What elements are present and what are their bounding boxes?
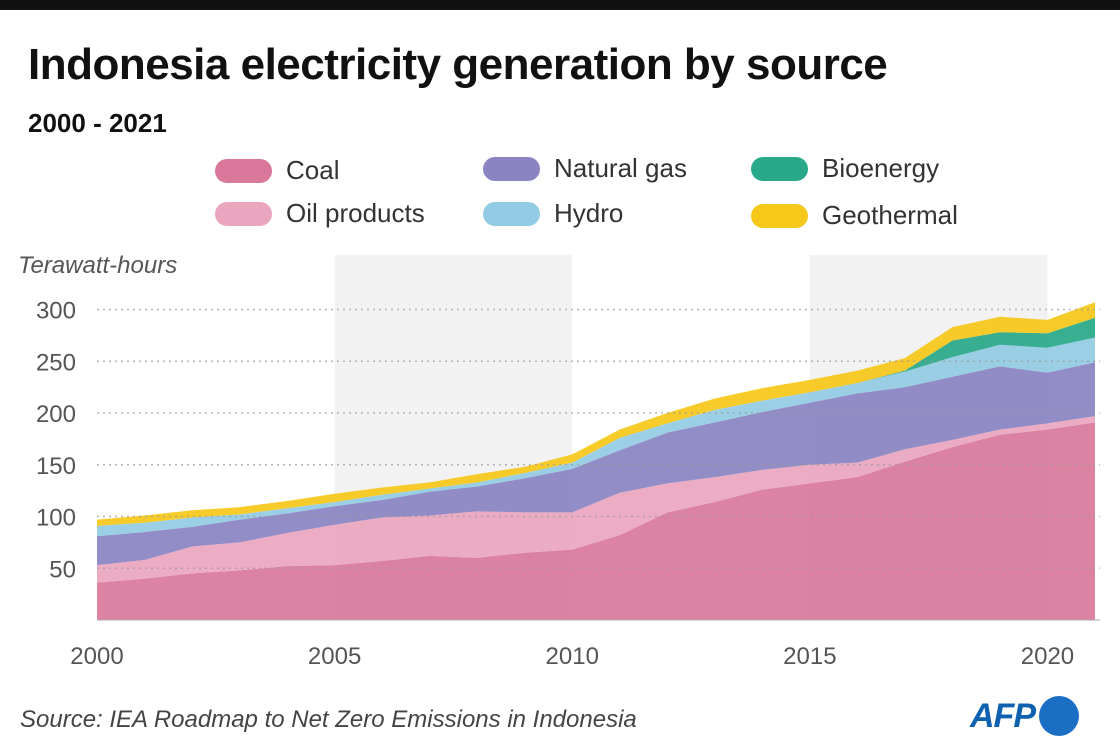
logo-circle-icon xyxy=(1039,696,1079,736)
area-oil-products xyxy=(97,416,1095,583)
legend-swatch xyxy=(215,158,272,183)
legend-item-hydro: Hydro xyxy=(483,198,623,229)
legend-item-oil-products: Oil products xyxy=(215,198,425,229)
y-tick-label: 300 xyxy=(36,298,76,325)
y-tick-label: 150 xyxy=(36,453,76,480)
legend-swatch xyxy=(751,203,808,228)
legend-label: Oil products xyxy=(286,198,425,228)
y-tick-label: 250 xyxy=(36,349,76,376)
area-bioenergy xyxy=(97,317,1095,526)
top-bar xyxy=(0,0,1120,10)
x-tick-label: 2015 xyxy=(783,643,836,670)
area-hydro xyxy=(97,337,1095,537)
area-geothermal xyxy=(97,302,1095,526)
legend-label: Geothermal xyxy=(822,200,958,230)
legend-swatch xyxy=(215,201,272,226)
legend-label: Natural gas xyxy=(554,153,687,183)
y-tick-label: 200 xyxy=(36,401,76,428)
legend-swatch xyxy=(751,156,808,181)
legend-item-coal: Coal xyxy=(215,155,339,186)
logo-text: AFP xyxy=(970,696,1036,735)
y-tick-label: 50 xyxy=(49,556,76,583)
legend-label: Hydro xyxy=(554,198,624,228)
chart-title: Indonesia electricity generation by sour… xyxy=(28,40,888,89)
legend-label: Coal xyxy=(286,155,340,185)
x-tick-label: 2000 xyxy=(70,643,123,670)
legend-item-geothermal: Geothermal xyxy=(751,200,958,231)
legend-swatch xyxy=(483,156,540,181)
source-note: Source: IEA Roadmap to Net Zero Emission… xyxy=(20,706,637,733)
afp-logo: AFP xyxy=(970,696,1079,736)
legend-item-natural-gas: Natural gas xyxy=(483,153,687,184)
x-tick-label: 2005 xyxy=(308,643,361,670)
y-axis-label: Terawatt-hours xyxy=(18,252,177,279)
area-natural-gas xyxy=(97,362,1095,566)
area-coal xyxy=(97,422,1095,620)
x-tick-label: 2010 xyxy=(546,643,599,670)
legend-label: Bioenergy xyxy=(822,153,940,183)
chart-subtitle: 2000 - 2021 xyxy=(28,108,167,138)
x-tick-label: 2020 xyxy=(1021,643,1074,670)
legend-item-bioenergy: Bioenergy xyxy=(751,153,939,184)
y-tick-label: 100 xyxy=(36,505,76,532)
legend-swatch xyxy=(483,201,540,226)
